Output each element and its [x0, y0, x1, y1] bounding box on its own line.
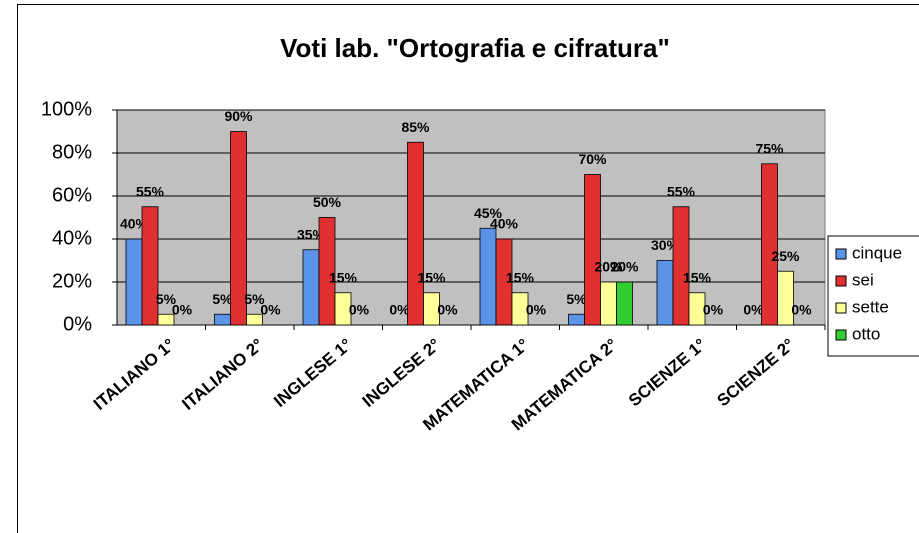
- y-tick-label: 60%: [52, 184, 92, 206]
- data-label: 55%: [136, 183, 165, 199]
- data-label: 45%: [474, 205, 503, 221]
- bar: [230, 131, 247, 326]
- bar: [688, 292, 706, 326]
- bar: [568, 313, 585, 326]
- bar: [616, 281, 633, 326]
- y-tick-label: 40%: [52, 227, 92, 249]
- y-tick-label: 20%: [52, 270, 92, 292]
- data-label: 5%: [212, 291, 233, 307]
- bar: [141, 206, 159, 326]
- bar: [214, 313, 231, 326]
- data-label: 0%: [260, 302, 281, 318]
- data-label: 85%: [401, 119, 430, 135]
- y-tick-label: 0%: [63, 313, 92, 335]
- data-label: 0%: [389, 302, 410, 318]
- bar: [600, 281, 617, 326]
- bar: [334, 292, 352, 326]
- data-label: 35%: [297, 226, 326, 242]
- y-tick-label: 100%: [41, 98, 92, 120]
- bar: [777, 270, 794, 326]
- bar: [157, 313, 175, 326]
- chart-title: Voti lab. "Ortografia e cifratura": [280, 33, 670, 63]
- data-label: 25%: [771, 248, 800, 264]
- data-label: 0%: [703, 302, 724, 318]
- data-label: 5%: [156, 291, 177, 307]
- legend-label: sei: [852, 270, 874, 289]
- bar: [672, 206, 690, 326]
- bar: [495, 238, 513, 326]
- bar: [479, 227, 497, 326]
- legend-swatch: [835, 248, 847, 260]
- y-tick-label: 80%: [52, 141, 92, 163]
- data-label: 0%: [791, 302, 812, 318]
- bar: [302, 249, 320, 326]
- data-label: 40%: [490, 216, 519, 232]
- legend-swatch: [835, 275, 847, 287]
- bar: [125, 238, 143, 326]
- data-label: 50%: [313, 194, 342, 210]
- legend-label: sette: [852, 297, 889, 316]
- legend-label: cinque: [852, 243, 902, 262]
- bar: [407, 141, 424, 326]
- data-label: 15%: [506, 269, 535, 285]
- data-label: 5%: [244, 291, 265, 307]
- data-label: 55%: [667, 183, 696, 199]
- data-label: 15%: [329, 269, 358, 285]
- data-label: 75%: [755, 140, 784, 156]
- data-label: 15%: [417, 269, 446, 285]
- data-label: 0%: [437, 302, 458, 318]
- bar: [511, 292, 529, 326]
- bar: [246, 313, 263, 326]
- data-label: 0%: [743, 302, 764, 318]
- data-label: 15%: [683, 269, 712, 285]
- data-label: 20%: [594, 259, 623, 275]
- legend-label: otto: [852, 324, 880, 343]
- data-label: 0%: [172, 302, 193, 318]
- bar: [318, 217, 336, 326]
- data-label: 30%: [651, 237, 680, 253]
- chart-border: [17, 4, 919, 533]
- data-label: 90%: [224, 108, 253, 124]
- bar: [761, 163, 778, 326]
- bar: [656, 260, 674, 326]
- legend-swatch: [835, 302, 847, 314]
- data-label: 0%: [526, 302, 547, 318]
- bar: [584, 174, 601, 326]
- data-label: 0%: [349, 302, 370, 318]
- data-label: 5%: [566, 291, 587, 307]
- legend-swatch: [835, 329, 847, 341]
- data-label: 40%: [120, 216, 149, 232]
- data-label: 20%: [610, 259, 639, 275]
- data-label: 70%: [578, 151, 607, 167]
- bar: [423, 292, 440, 326]
